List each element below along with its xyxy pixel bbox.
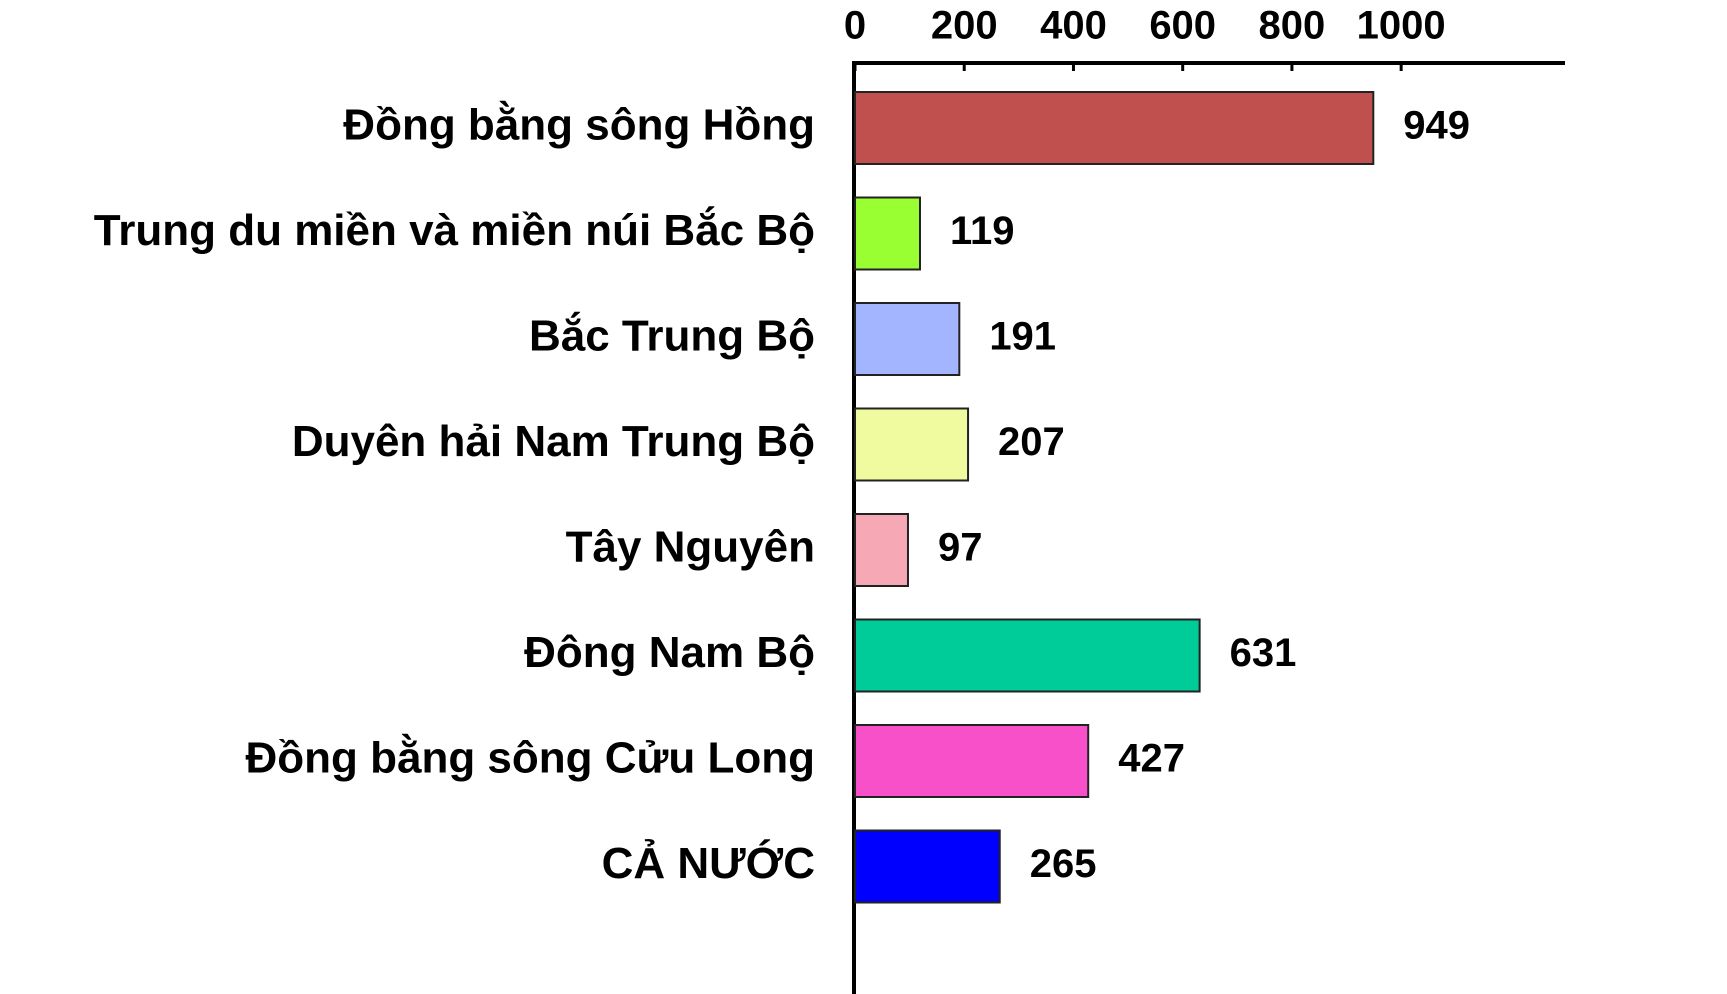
bar: [854, 302, 961, 376]
value-label: 949: [1403, 104, 1470, 148]
category-label: Bắc Trung Bộ: [529, 311, 815, 361]
category-label: Trung du miền và miền núi Bắc Bộ: [94, 205, 815, 255]
value-label: 265: [1030, 842, 1097, 886]
bar: [854, 196, 921, 271]
bar: [854, 829, 1001, 904]
category-label: CẢ NƯỚC: [602, 838, 815, 888]
value-label: 191: [989, 315, 1056, 359]
x-tick-label: 600: [1149, 4, 1216, 48]
x-tick-label: 200: [931, 4, 998, 48]
x-tick-label: 1000: [1357, 4, 1446, 48]
x-tick-label: 0: [844, 4, 866, 48]
bar: [854, 618, 1201, 693]
value-label: 631: [1230, 631, 1297, 675]
value-label: 207: [998, 420, 1065, 464]
value-label: 97: [938, 526, 983, 570]
x-tick-label: 800: [1259, 4, 1326, 48]
category-label: Đồng bằng sông Cửu Long: [245, 733, 815, 783]
category-label: Đông Nam Bộ: [524, 628, 815, 677]
value-label: 427: [1118, 737, 1185, 781]
bar: [854, 407, 970, 482]
bar: [854, 724, 1090, 798]
bar: [854, 513, 909, 587]
category-label: Tây Nguyên: [566, 523, 815, 572]
bar: [854, 91, 1375, 165]
value-label: 119: [950, 209, 1015, 253]
category-label: Đồng bằng sông Hồng: [343, 100, 815, 150]
category-label: Duyên hải Nam Trung Bộ: [292, 417, 815, 466]
x-tick-label: 400: [1040, 4, 1107, 48]
